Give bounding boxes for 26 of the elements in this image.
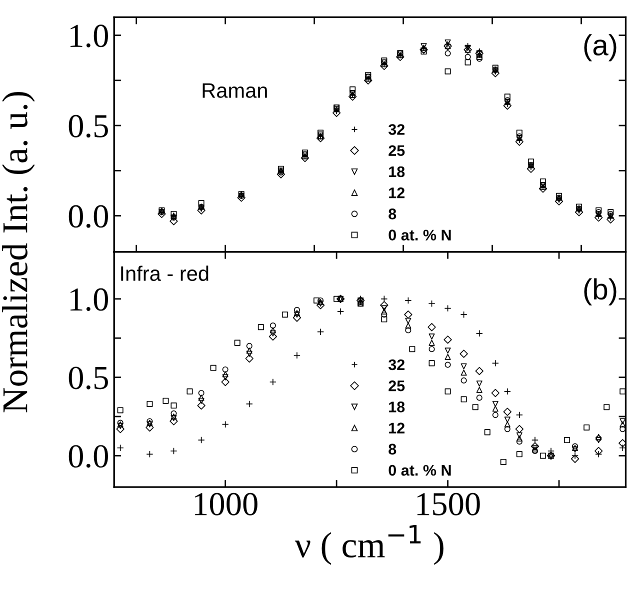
y-tick-label: 0.5 bbox=[68, 366, 108, 390]
legend-label: 12 bbox=[389, 422, 404, 434]
x-axis-title: ν ( cm$^{−1}$ ) bbox=[294, 524, 444, 565]
x-tick-label: 1500 bbox=[417, 492, 480, 516]
y-tick-label: 0.5 bbox=[68, 114, 108, 138]
annotation: (b) bbox=[584, 278, 616, 306]
legend-label: 12 bbox=[389, 187, 404, 198]
legend-label: 25 bbox=[388, 145, 405, 156]
y-axis-title: Normalized Int. (a. u.) bbox=[2, 92, 35, 412]
annotation: Raman bbox=[202, 83, 267, 98]
y-tick-label: 1.0 bbox=[70, 24, 108, 48]
legend-label: 32 bbox=[388, 124, 404, 135]
legend-label: 25 bbox=[388, 380, 405, 392]
y-tick-label: 0.0 bbox=[68, 445, 108, 468]
x-tick-label: 1000 bbox=[194, 492, 258, 516]
legend-label: 18 bbox=[389, 166, 405, 178]
annotation: (a) bbox=[584, 34, 616, 62]
y-tick-label: 1.0 bbox=[70, 288, 108, 311]
annotation: Infra - red bbox=[121, 266, 208, 281]
legend-label: 32 bbox=[388, 359, 404, 370]
y-tick-label: 0.0 bbox=[68, 205, 108, 228]
legend-label: 0 at. % N bbox=[388, 230, 451, 240]
legend-label: 18 bbox=[389, 402, 405, 412]
legend-label: 8 bbox=[388, 208, 396, 220]
legend-label: 0 at. % N bbox=[388, 464, 451, 476]
legend-label: 8 bbox=[388, 444, 396, 455]
